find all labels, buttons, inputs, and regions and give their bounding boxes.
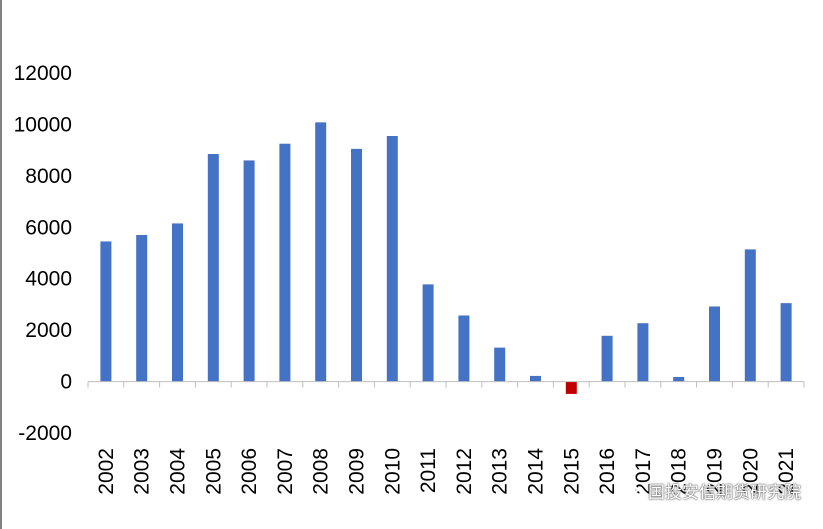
bar-2016	[601, 335, 613, 382]
x-axis-labels: 2002 2003 2004 2005 2006 2007 2008 2009 2010 2011…	[95, 448, 798, 495]
y-tick-label: 8000	[25, 165, 72, 188]
x-tick-label-2009: 2009	[346, 448, 369, 495]
bar-2013	[494, 347, 506, 382]
x-tick-label-2019: 2019	[704, 448, 727, 495]
watermark-text: 国投安信期货研究院	[648, 483, 801, 503]
bar-2019	[709, 306, 720, 382]
bar-2004	[172, 223, 183, 382]
y-tick-label: 6000	[25, 216, 72, 239]
x-tick-label-2003: 2003	[131, 448, 154, 495]
bar-2011	[422, 284, 434, 382]
bars	[100, 122, 792, 394]
x-axis-tick-marks	[87, 381, 805, 388]
y-tick-label: -2000	[18, 422, 72, 445]
x-tick-label-2010: 2010	[381, 448, 404, 495]
bar-2008	[315, 122, 327, 382]
bar-2014	[530, 375, 541, 382]
x-tick-label-2017: 2017	[632, 448, 655, 495]
x-tick-label-2021: 2021	[775, 448, 798, 495]
x-tick-label-2008: 2008	[310, 448, 333, 495]
y-tick-label: 0	[60, 371, 72, 394]
bar-2005	[207, 154, 219, 382]
x-tick-label-2013: 2013	[489, 448, 512, 495]
wechat-icon	[622, 483, 644, 498]
x-tick-label-2012: 2012	[453, 448, 476, 495]
bar-2017	[637, 323, 649, 382]
y-tick-label: 12000	[14, 62, 72, 85]
bar-2018	[673, 376, 685, 382]
x-tick-label-2015: 2015	[560, 448, 583, 495]
bar-2003	[136, 235, 148, 382]
y-tick-label: 2000	[25, 319, 72, 342]
x-tick-label-2002: 2002	[95, 448, 118, 495]
bar-2015	[565, 381, 577, 394]
bar-2020	[744, 249, 756, 382]
bar-2006	[243, 160, 255, 382]
x-tick-label-2007: 2007	[274, 448, 297, 495]
y-axis-ticks: -2000 0 2000 4000 6000 8000 10000 12000	[14, 62, 72, 445]
bar-2021	[780, 303, 792, 382]
x-tick-label-2005: 2005	[202, 448, 225, 495]
bar-2009	[351, 148, 362, 382]
bar-2012	[458, 315, 470, 382]
bar-2010	[386, 136, 398, 382]
bar-2007	[279, 143, 291, 382]
x-tick-label-2016: 2016	[596, 448, 619, 495]
x-tick-label-2018: 2018	[668, 448, 691, 495]
x-tick-label-2011: 2011	[417, 448, 440, 493]
y-tick-label: 4000	[25, 268, 72, 291]
x-tick-label-2020: 2020	[739, 448, 762, 495]
bar-2002	[100, 241, 112, 382]
x-tick-label-2006: 2006	[238, 448, 261, 495]
watermark: 国投安信期货研究院	[622, 478, 801, 503]
y-tick-label: 10000	[14, 113, 72, 136]
x-tick-label-2014: 2014	[525, 448, 548, 495]
x-tick-label-2004: 2004	[167, 448, 190, 495]
